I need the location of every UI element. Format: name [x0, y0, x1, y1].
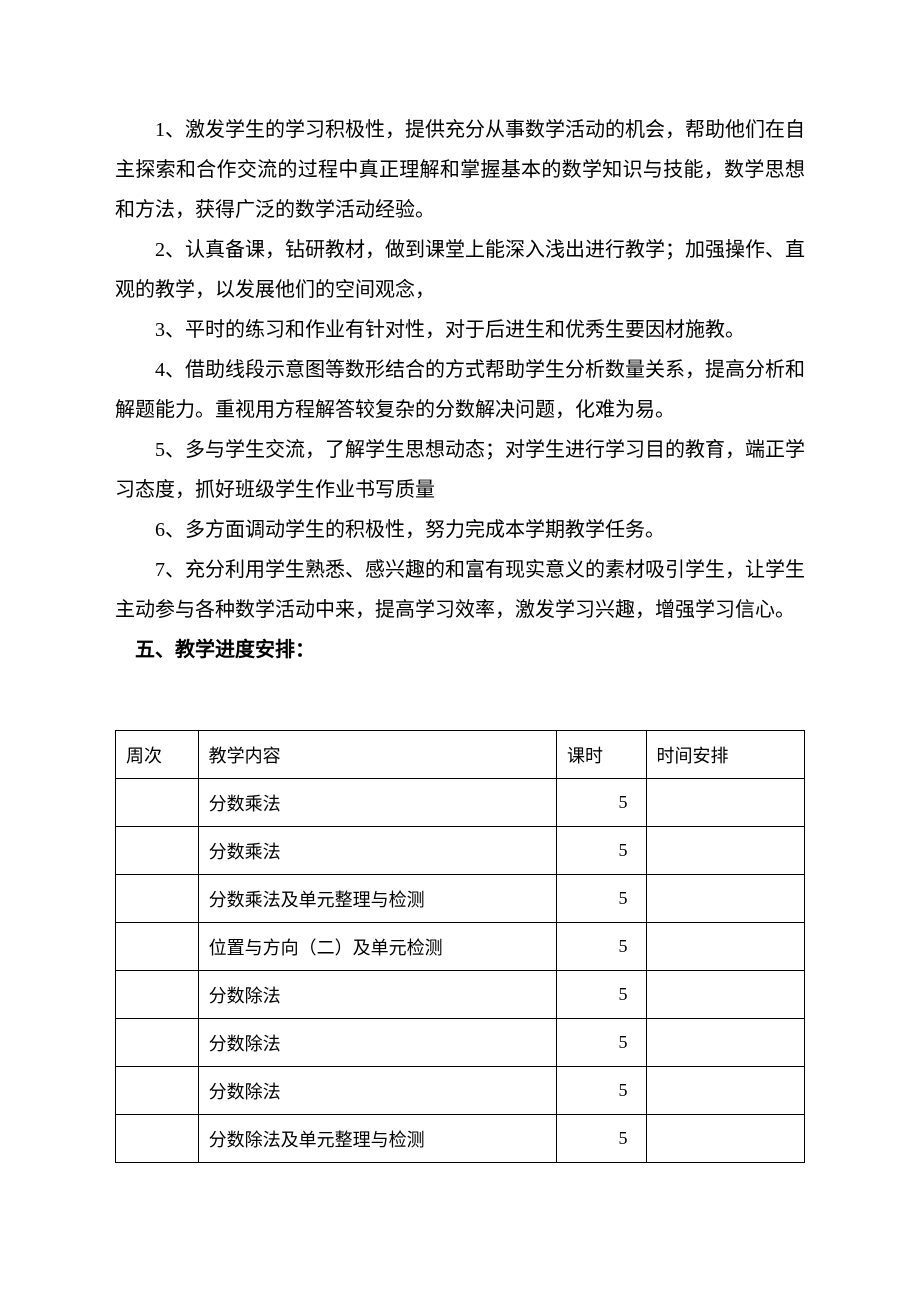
table-row: 位置与方向（二）及单元检测 5	[116, 923, 805, 971]
cell-time	[646, 1115, 804, 1163]
table-row: 分数除法 5	[116, 1019, 805, 1067]
cell-time	[646, 971, 804, 1019]
cell-time	[646, 827, 804, 875]
section-heading: 五、教学进度安排：	[115, 630, 805, 670]
cell-content: 分数乘法及单元整理与检测	[198, 875, 556, 923]
cell-content: 分数乘法	[198, 779, 556, 827]
table-row: 分数乘法 5	[116, 779, 805, 827]
table-row: 分数乘法 5	[116, 827, 805, 875]
cell-content: 位置与方向（二）及单元检测	[198, 923, 556, 971]
table-row: 分数乘法及单元整理与检测 5	[116, 875, 805, 923]
cell-time	[646, 923, 804, 971]
cell-hours: 5	[556, 923, 646, 971]
cell-hours: 5	[556, 779, 646, 827]
table-row: 分数除法 5	[116, 1067, 805, 1115]
cell-content: 分数除法	[198, 1019, 556, 1067]
cell-week	[116, 1115, 199, 1163]
cell-week	[116, 827, 199, 875]
table-row: 分数除法及单元整理与检测 5	[116, 1115, 805, 1163]
cell-hours: 5	[556, 1019, 646, 1067]
cell-content: 分数乘法	[198, 827, 556, 875]
cell-time	[646, 779, 804, 827]
cell-content: 分数除法	[198, 971, 556, 1019]
cell-hours: 5	[556, 1067, 646, 1115]
cell-content: 分数除法及单元整理与检测	[198, 1115, 556, 1163]
table-header-row: 周次 教学内容 课时 时间安排	[116, 731, 805, 779]
cell-week	[116, 779, 199, 827]
paragraph-1: 1、激发学生的学习积极性，提供充分从事数学活动的机会，帮助他们在自主探索和合作交…	[115, 110, 805, 230]
paragraph-7: 7、充分利用学生熟悉、感兴趣的和富有现实意义的素材吸引学生，让学生主动参与各种数…	[115, 550, 805, 630]
cell-week	[116, 1019, 199, 1067]
cell-content: 分数除法	[198, 1067, 556, 1115]
paragraph-3: 3、平时的练习和作业有针对性，对于后进生和优秀生要因材施教。	[115, 310, 805, 350]
cell-week	[116, 1067, 199, 1115]
paragraph-6: 6、多方面调动学生的积极性，努力完成本学期教学任务。	[115, 510, 805, 550]
header-hours: 课时	[556, 731, 646, 779]
header-week: 周次	[116, 731, 199, 779]
schedule-table: 周次 教学内容 课时 时间安排 分数乘法 5 分数乘法 5	[115, 730, 805, 1163]
cell-week	[116, 923, 199, 971]
cell-hours: 5	[556, 827, 646, 875]
cell-time	[646, 1019, 804, 1067]
cell-time	[646, 875, 804, 923]
table-row: 分数除法 5	[116, 971, 805, 1019]
cell-hours: 5	[556, 971, 646, 1019]
cell-week	[116, 875, 199, 923]
paragraph-2: 2、认真备课，钻研教材，做到课堂上能深入浅出进行教学；加强操作、直观的教学，以发…	[115, 230, 805, 310]
paragraph-5: 5、多与学生交流，了解学生思想动态；对学生进行学习目的教育，端正学习态度，抓好班…	[115, 430, 805, 510]
paragraph-4: 4、借助线段示意图等数形结合的方式帮助学生分析数量关系，提高分析和解题能力。重视…	[115, 350, 805, 430]
cell-week	[116, 971, 199, 1019]
cell-hours: 5	[556, 875, 646, 923]
schedule-table-wrap: 周次 教学内容 课时 时间安排 分数乘法 5 分数乘法 5	[115, 730, 805, 1163]
cell-hours: 5	[556, 1115, 646, 1163]
cell-time	[646, 1067, 804, 1115]
document-content: 1、激发学生的学习积极性，提供充分从事数学活动的机会，帮助他们在自主探索和合作交…	[115, 110, 805, 1163]
header-time: 时间安排	[646, 731, 804, 779]
header-content: 教学内容	[198, 731, 556, 779]
